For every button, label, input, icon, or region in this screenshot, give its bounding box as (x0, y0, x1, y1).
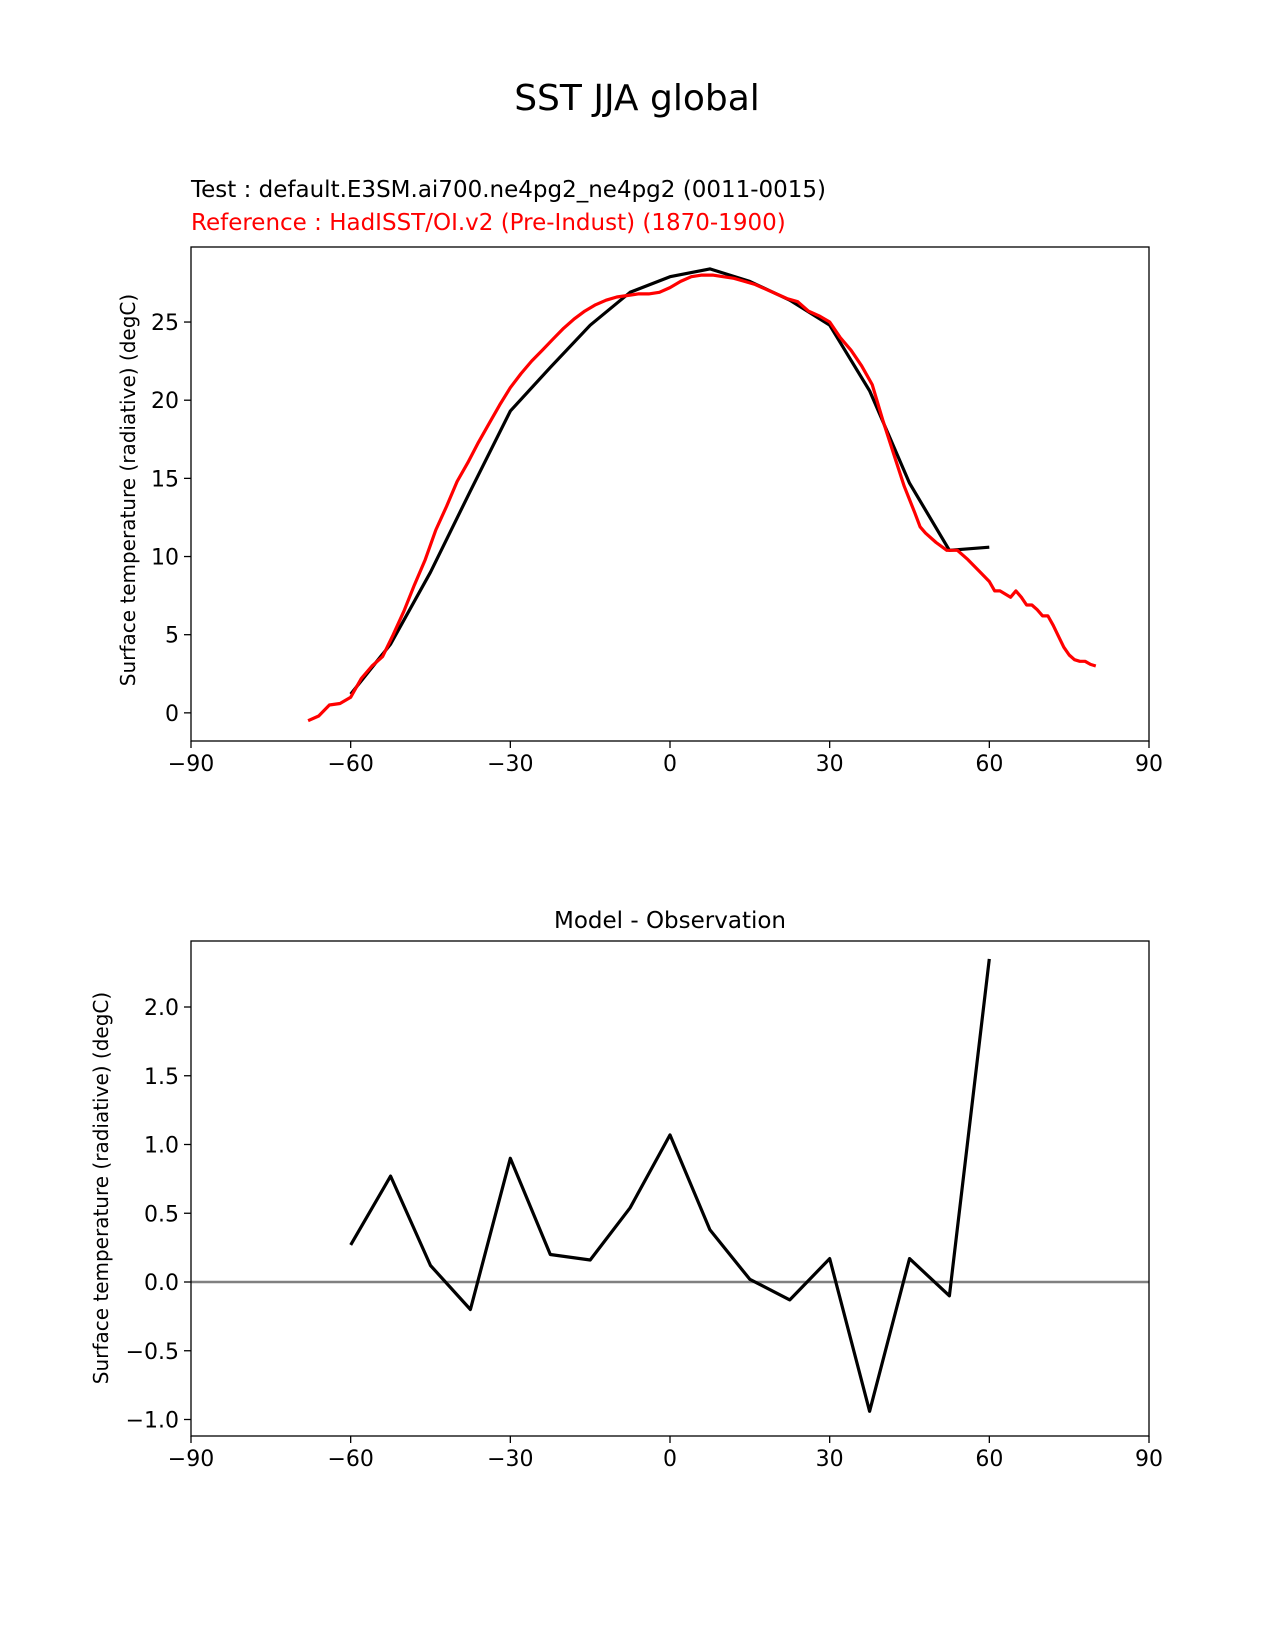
y-tick-label: −1.0 (126, 1409, 179, 1434)
bottom-y-axis-label: Surface temperature (radiative) (degC) (89, 992, 113, 1384)
bottom-panel: Model - Observation Surface temperature … (89, 908, 1163, 1472)
y-tick-label: 25 (151, 311, 179, 336)
reference-label: Reference : HadISST/OI.v2 (Pre-Indust) (… (191, 210, 786, 236)
y-tick-label: 15 (151, 467, 179, 492)
y-tick-label: 1.0 (144, 1134, 179, 1159)
x-tick-label: 90 (1135, 752, 1163, 777)
y-tick-label: 0.5 (144, 1202, 179, 1227)
top-axis-ticks: −90 −60 −30 0 30 60 90 0 5 10 15 20 25 (151, 311, 1163, 777)
x-tick-label: 0 (663, 752, 677, 777)
top-y-axis-label: Surface temperature (radiative) (degC) (116, 294, 140, 686)
x-tick-label: 30 (816, 752, 844, 777)
figure-title: SST JJA global (514, 78, 760, 119)
test-label: Test : default.E3SM.ai700.ne4pg2_ne4pg2 … (190, 177, 826, 203)
y-tick-label: 5 (165, 624, 179, 649)
y-tick-label: 0.0 (144, 1271, 179, 1296)
x-tick-label: −90 (168, 1447, 214, 1472)
y-tick-label: 10 (151, 546, 179, 571)
x-tick-label: −30 (487, 752, 533, 777)
x-tick-label: 60 (975, 1447, 1003, 1472)
top-series-lines (307, 267, 1097, 723)
y-tick-label: 2.0 (144, 996, 179, 1021)
x-tick-label: −60 (327, 752, 373, 777)
bottom-plot-frame (190, 940, 1150, 1437)
x-tick-label: −60 (327, 1447, 373, 1472)
y-tick-label: 0 (165, 702, 179, 727)
bottom-title: Model - Observation (554, 908, 786, 934)
bottom-series-lines (191, 958, 1149, 1413)
x-tick-label: −30 (487, 1447, 533, 1472)
series-line-diff (349, 958, 991, 1413)
x-tick-label: 60 (975, 752, 1003, 777)
bottom-axis-ticks: −90 −60 −30 0 30 60 90 −1.0 −0.5 0.0 0.5 1.0 1.5 2.0 (126, 996, 1163, 1472)
top-panel: Test : default.E3SM.ai700.ne4pg2_ne4pg2 … (116, 177, 1163, 777)
series-line-reference (307, 273, 1097, 723)
x-tick-label: 30 (816, 1447, 844, 1472)
y-tick-label: 1.5 (144, 1065, 179, 1090)
y-tick-label: −0.5 (126, 1340, 179, 1365)
y-tick-label: 20 (151, 389, 179, 414)
x-tick-label: −90 (168, 752, 214, 777)
x-tick-label: 0 (663, 1447, 677, 1472)
x-tick-label: 90 (1135, 1447, 1163, 1472)
top-plot-frame (190, 246, 1150, 742)
